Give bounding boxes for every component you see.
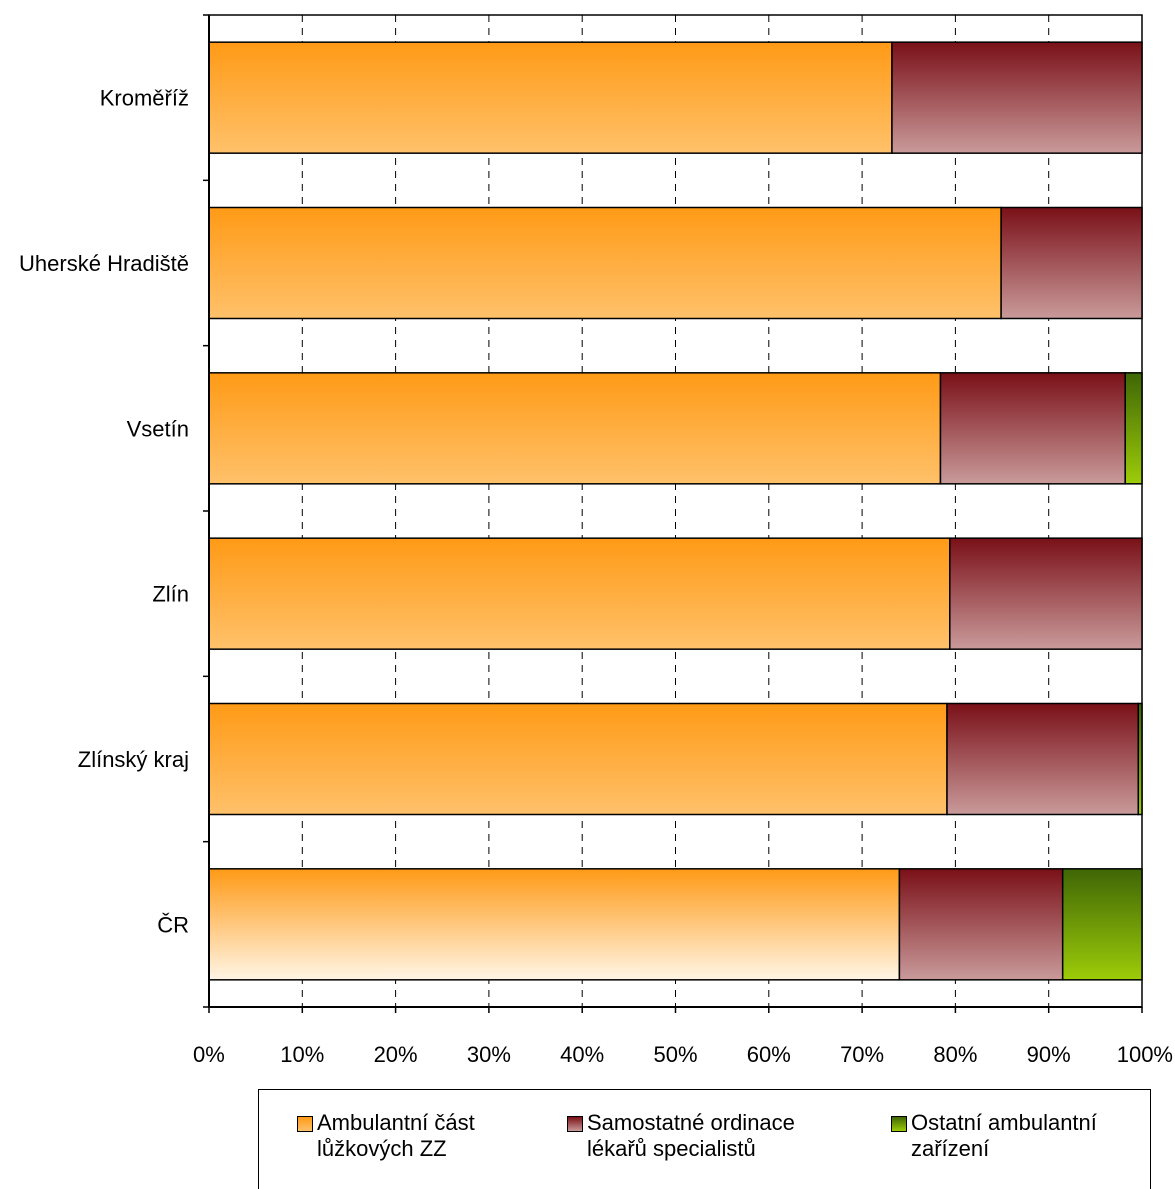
bar-cat5-series1 (898, 868, 1064, 981)
legend: Ambulantní část lůžkových ZZ Samostatné … (258, 1089, 1151, 1189)
category-label: Zlín (152, 582, 189, 607)
legend-swatch-ambulantni-cast (297, 1116, 313, 1132)
labels: Kroměříž Uherské Hradiště Vsetín Zlín Zlínsk… (19, 86, 1173, 1067)
bar-cat5-series2 (1061, 868, 1143, 981)
bar-cat1-series1 (1000, 206, 1143, 320)
x-tick-label: 70% (840, 1042, 884, 1067)
legend-item-samostatne-ordinace: Samostatné ordinace lékařů specialistů (567, 1110, 795, 1162)
x-tick-label: 50% (653, 1042, 697, 1067)
bar-cat4-series0 (208, 702, 948, 816)
bar-cat2-series0 (208, 372, 942, 485)
bar-cat3-series0 (208, 537, 951, 650)
bars (208, 41, 1143, 981)
x-tick-label: 90% (1027, 1042, 1071, 1067)
bar-cat4-series1 (946, 702, 1140, 816)
bar-cat2-series2 (1124, 372, 1143, 485)
x-tick-label: 40% (560, 1042, 604, 1067)
x-tick-label: 0% (193, 1042, 225, 1067)
x-tick-label: 80% (933, 1042, 977, 1067)
x-tick-label: 20% (374, 1042, 418, 1067)
bar-cat4-series2 (1137, 702, 1143, 816)
category-label: Uherské Hradiště (19, 251, 189, 276)
bar-cat2-series1 (939, 372, 1126, 485)
legend-item-ambulantni-cast: Ambulantní část lůžkových ZZ (297, 1110, 475, 1162)
category-label: Zlínský kraj (78, 747, 189, 772)
legend-swatch-samostatne-ordinace (567, 1116, 583, 1132)
grid (208, 14, 1143, 1008)
category-label: ČR (157, 912, 189, 937)
legend-swatch-ostatni-zarizeni (891, 1116, 907, 1132)
bar-cat1-series0 (208, 206, 1002, 320)
bar-cat0-series0 (208, 41, 893, 154)
x-tick-label: 10% (280, 1042, 324, 1067)
legend-label-ambulantni-cast: Ambulantní část lůžkových ZZ (317, 1110, 475, 1161)
category-label: Vsetín (127, 416, 189, 441)
legend-label-ostatni-zarizeni: Ostatní ambulantní zařízení (911, 1110, 1097, 1161)
bar-cat5-series0 (208, 868, 901, 981)
legend-label-samostatne-ordinace: Samostatné ordinace lékařů specialistů (587, 1110, 795, 1161)
category-label: Kroměříž (100, 86, 189, 111)
axes (203, 14, 1143, 1013)
bar-cat3-series1 (949, 537, 1143, 650)
bar-cat0-series1 (891, 41, 1143, 154)
x-tick-label: 60% (747, 1042, 791, 1067)
x-tick-label: 100% (1117, 1042, 1173, 1067)
legend-item-ostatni-zarizeni: Ostatní ambulantní zařízení (891, 1110, 1097, 1162)
x-tick-label: 30% (467, 1042, 511, 1067)
